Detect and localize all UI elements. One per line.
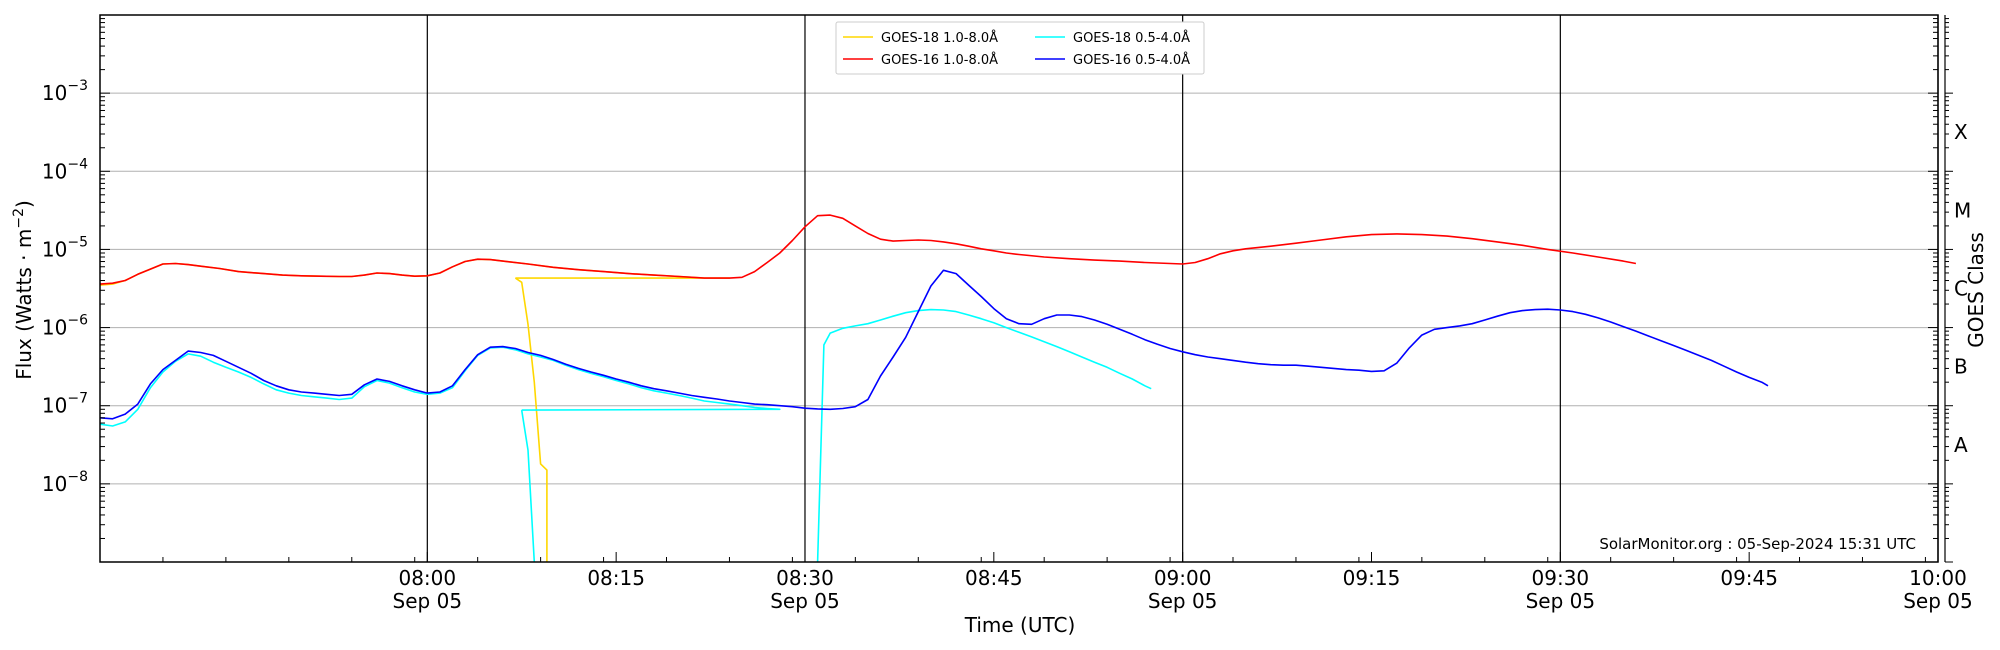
- series-line-0: [99, 258, 731, 286]
- y-tick-label-base: 10: [42, 81, 67, 105]
- x-tick-date-label: Sep 05: [770, 589, 840, 613]
- x-axis-title: Time (UTC): [964, 613, 1076, 637]
- goes-class-label: A: [1954, 433, 1968, 457]
- y-tick-label-base: 10: [42, 472, 67, 496]
- legend: GOES-18 1.0-8.0Å GOES-18 0.5-4.0Å GOES-1…: [835, 21, 1205, 75]
- legend-label-goes18-short: GOES-18 0.5-4.0Å: [1073, 30, 1190, 46]
- day-time-vertical-lines: [426, 15, 1939, 562]
- x-tick-date-label: Sep 05: [393, 589, 463, 613]
- y-tick-label-base: 10: [42, 159, 67, 183]
- series-line-3: [99, 269, 1769, 420]
- legend-box: [835, 21, 1205, 75]
- x-tick-label: 08:30: [776, 566, 834, 590]
- x-tick-label: 08:15: [587, 566, 645, 590]
- y-tick-label-base: 10: [42, 237, 67, 261]
- credit-annotation: SolarMonitor.org : 05-Sep-2024 15:31 UTC: [1599, 535, 1916, 553]
- x-tick-date-label: Sep 05: [1526, 589, 1596, 613]
- legend-label-goes16-short: GOES-16 0.5-4.0Å: [1073, 52, 1190, 68]
- y-axis-title: Flux (Watts · m−2): [11, 200, 36, 380]
- x-tick-label: 08:00: [398, 566, 456, 590]
- legend-label-goes16-long: GOES-16 1.0-8.0Å: [881, 52, 998, 68]
- y-tick-label-exponent: −8: [67, 469, 88, 485]
- x-tick-date-label: Sep 05: [1903, 589, 1973, 613]
- x-tick-label: 09:45: [1720, 566, 1778, 590]
- y-tick-label-exponent: −5: [67, 234, 88, 250]
- goes-class-label: C: [1954, 277, 1968, 301]
- right-axis-title: GOES Class: [1964, 232, 1988, 348]
- x-tick-label: 10:00: [1909, 566, 1967, 590]
- goes-class-label: M: [1954, 198, 1971, 222]
- y-tick-label: 10−7: [42, 391, 88, 418]
- y-axis-title-main: Flux (Watts · m: [12, 229, 36, 380]
- y-tick-label: 10−4: [42, 156, 88, 183]
- y-axis-ticks: 10−810−710−610−510−410−3: [42, 15, 1953, 563]
- x-tick-label: 09:00: [1154, 566, 1212, 590]
- goes-class-label: X: [1954, 120, 1968, 144]
- series-line-1: [99, 346, 781, 427]
- y-tick-label-base: 10: [42, 394, 67, 418]
- y-tick-label-exponent: −7: [67, 391, 88, 407]
- x-tick-date-label: Sep 05: [1148, 589, 1218, 613]
- grid-lines: [100, 92, 1938, 485]
- y-tick-label-exponent: −3: [67, 78, 88, 94]
- y-tick-label-exponent: −4: [67, 156, 88, 172]
- y-tick-label-base: 10: [42, 316, 67, 340]
- x-tick-label: 09:15: [1343, 566, 1401, 590]
- goes-class-label: B: [1954, 355, 1968, 379]
- plot-frame: [99, 14, 1939, 563]
- y-tick-label: 10−6: [42, 313, 88, 340]
- legend-label-goes18-long: GOES-18 1.0-8.0Å: [881, 30, 998, 46]
- y-tick-label: 10−5: [42, 234, 88, 261]
- y-tick-label-exponent: −6: [67, 313, 88, 329]
- x-tick-label: 09:30: [1532, 566, 1590, 590]
- y-axis-title-exponent: −2: [11, 208, 27, 229]
- y-tick-label: 10−8: [42, 469, 88, 496]
- series-line-2: [99, 214, 1637, 285]
- goes-class-labels: A B C M X: [1954, 120, 1971, 457]
- y-axis-title-close: ): [12, 200, 36, 208]
- y-tick-label: 10−3: [42, 78, 88, 105]
- series-line-1: [520, 409, 536, 563]
- series-line-1: [816, 308, 1152, 563]
- series-line-0: [514, 277, 548, 562]
- series-lines: [99, 214, 1769, 563]
- x-tick-label: 08:45: [965, 566, 1023, 590]
